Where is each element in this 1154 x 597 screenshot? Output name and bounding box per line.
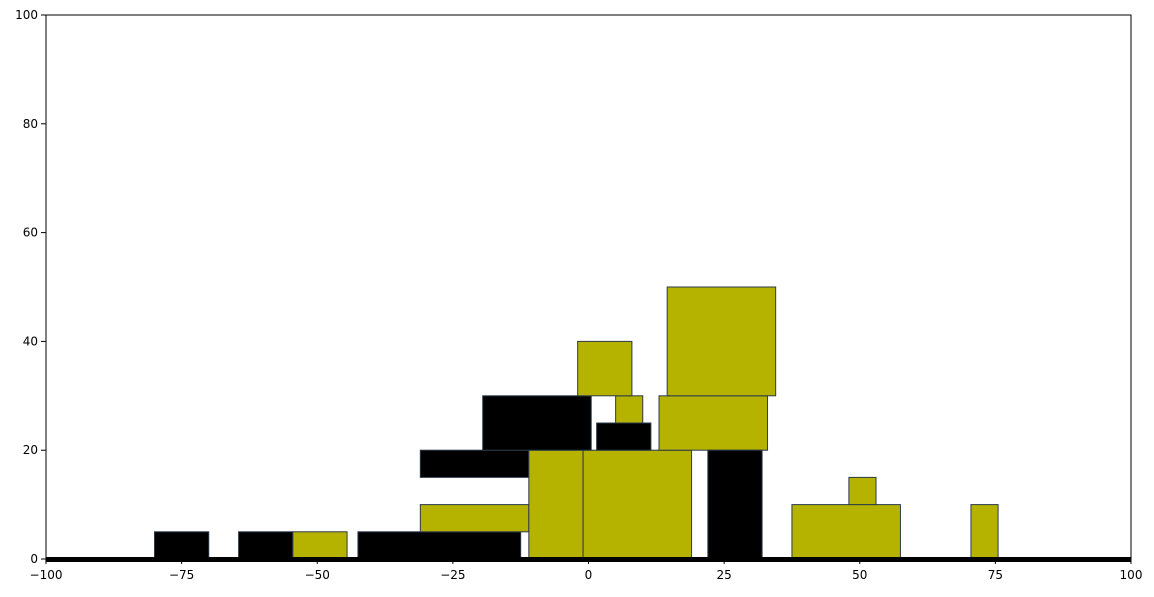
y-tick-label: 0 bbox=[30, 552, 38, 566]
y-tick-label: 60 bbox=[23, 226, 38, 240]
bar-5 bbox=[420, 450, 529, 477]
x-tick-label: 0 bbox=[585, 568, 593, 582]
bar-10 bbox=[616, 396, 643, 423]
bar-12 bbox=[659, 396, 768, 450]
bar-17 bbox=[971, 505, 998, 559]
x-tick-label: −75 bbox=[169, 568, 194, 582]
bar-16 bbox=[849, 477, 876, 504]
y-tick-label: 20 bbox=[23, 443, 38, 457]
plot-area bbox=[46, 287, 1131, 562]
x-tick-label: 75 bbox=[988, 568, 1003, 582]
bar-3 bbox=[358, 532, 521, 559]
bar-11 bbox=[578, 341, 632, 395]
bar-7 bbox=[583, 450, 692, 559]
y-tick-label: 100 bbox=[15, 8, 38, 22]
x-tick-label: 25 bbox=[716, 568, 731, 582]
bar-1 bbox=[239, 532, 293, 559]
bar-9 bbox=[597, 423, 651, 450]
x-tick-label: −50 bbox=[305, 568, 330, 582]
x-tick-label: 50 bbox=[852, 568, 867, 582]
x-tick-label: −25 bbox=[440, 568, 465, 582]
bar-13 bbox=[667, 287, 776, 396]
bar-6 bbox=[529, 450, 583, 559]
bar-2 bbox=[293, 532, 347, 559]
x-tick-label: 100 bbox=[1120, 568, 1143, 582]
bar-15 bbox=[792, 505, 901, 559]
x-tick-label: −100 bbox=[30, 568, 63, 582]
bar-14 bbox=[708, 450, 762, 559]
bar-4 bbox=[420, 505, 529, 532]
y-tick-label: 40 bbox=[23, 334, 38, 348]
bar-0 bbox=[155, 532, 209, 559]
bar-8 bbox=[483, 396, 592, 450]
y-tick-label: 80 bbox=[23, 117, 38, 131]
